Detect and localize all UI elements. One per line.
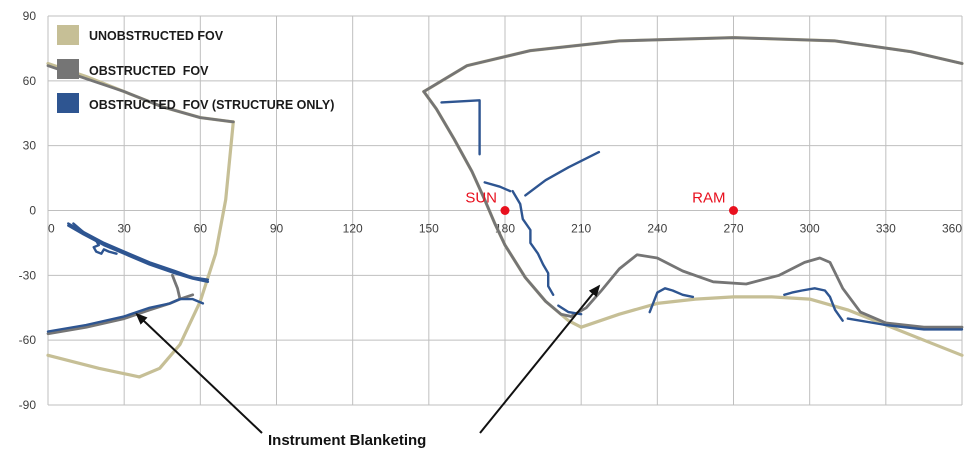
annotation-arrow-0 <box>135 312 263 434</box>
y-tick-label-0: 90 <box>23 9 37 23</box>
marker-label-sun: SUN <box>465 190 497 207</box>
marker-point-ram <box>729 206 738 215</box>
y-tick-label-4: -30 <box>19 268 37 282</box>
series-2-line-4 <box>440 99 481 156</box>
series-1-line-3 <box>422 36 964 93</box>
series-1-line-2 <box>170 273 182 301</box>
y-tick-label-6: -90 <box>19 398 37 412</box>
annotation-arrow-1 <box>479 284 601 434</box>
x-tick-label-3: 90 <box>270 222 284 236</box>
series-1-line-4 <box>422 90 573 318</box>
series-1-line-5 <box>569 253 964 329</box>
marker-point-sun <box>500 206 510 215</box>
marker-label-ram: RAM <box>692 190 725 207</box>
y-tick-label-5: -60 <box>19 333 37 347</box>
series-2-line-10 <box>783 287 844 322</box>
legend-swatch-obstructed <box>57 59 79 79</box>
x-axis-ticks: 0 30 60 90 120 150 180 210 240 270 300 330 360 <box>48 222 962 236</box>
x-tick-label-4: 120 <box>343 222 363 236</box>
x-tick-label-0: 0 <box>48 222 55 236</box>
series-2-line-6 <box>511 189 555 296</box>
series-2-line-11 <box>846 317 964 331</box>
legend: UNOBSTRUCTED FOV OBSTRUCTED FOV OBSTRUCT… <box>57 25 334 113</box>
x-tick-label-5: 150 <box>419 222 439 236</box>
series-lines <box>46 35 964 379</box>
series-1-line-0 <box>46 64 235 124</box>
legend-label-unobstructed: UNOBSTRUCTED FOV <box>89 29 224 43</box>
annotation-label: Instrument Blanketing <box>268 432 426 449</box>
x-tick-label-2: 60 <box>194 222 208 236</box>
series-2-line-7 <box>524 150 601 197</box>
y-tick-label-1: 60 <box>23 74 37 88</box>
series-0-line-1 <box>137 120 235 379</box>
y-axis-ticks: 90 60 30 0 -30 -60 -90 <box>19 9 37 412</box>
x-tick-label-1: 30 <box>117 222 131 236</box>
x-tick-label-7: 210 <box>571 222 591 236</box>
x-tick-label-12: 360 <box>942 222 962 236</box>
legend-label-structure-only: OBSTRUCTED FOV (STRUCTURE ONLY) <box>89 98 334 112</box>
series-2-line-1 <box>67 222 210 281</box>
x-tick-label-11: 330 <box>876 222 896 236</box>
series-2 <box>46 99 964 333</box>
series-2-line-3 <box>72 222 118 255</box>
x-tick-label-9: 270 <box>723 222 743 236</box>
legend-swatch-unobstructed <box>57 25 79 45</box>
x-tick-label-8: 240 <box>647 222 667 236</box>
legend-swatch-structure-only <box>57 93 79 113</box>
series-2-line-0 <box>46 297 205 333</box>
series-2-line-5 <box>483 181 512 193</box>
y-tick-label-2: 30 <box>23 139 37 153</box>
series-0-line-2 <box>46 353 141 379</box>
annotation: Instrument Blanketing <box>135 284 601 449</box>
legend-label-obstructed: OBSTRUCTED FOV <box>89 64 209 78</box>
markers: SUN RAM <box>465 190 738 215</box>
y-tick-label-3: 0 <box>29 204 36 218</box>
x-tick-label-10: 300 <box>800 222 820 236</box>
series-2-line-9 <box>648 287 695 314</box>
series-0-line-4 <box>579 295 964 357</box>
